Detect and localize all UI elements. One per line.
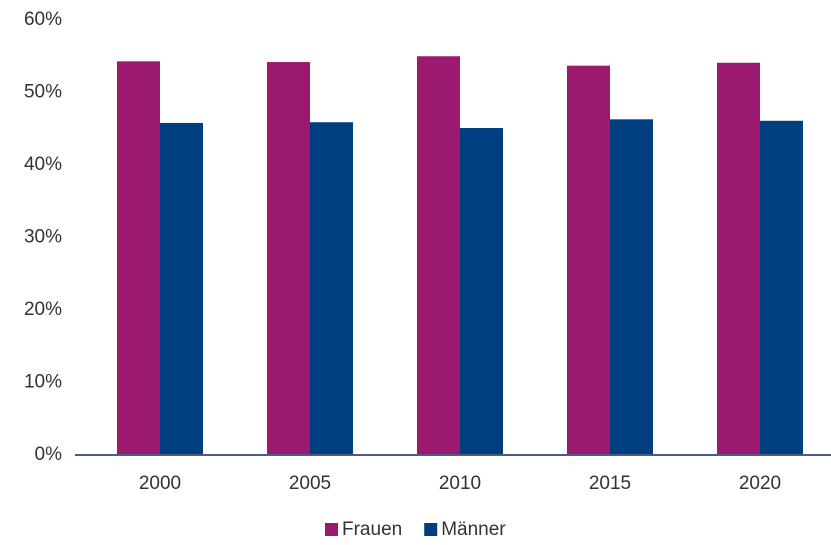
x-tick-label: 2015 (589, 473, 631, 494)
bar (117, 61, 160, 455)
bar (160, 122, 203, 455)
bar (717, 62, 760, 456)
legend-label: Frauen (342, 519, 402, 540)
y-tick-label: 10% (24, 372, 62, 393)
y-tick-label: 0% (35, 444, 63, 465)
x-tick-label: 2005 (289, 473, 331, 494)
x-tick-label: 2020 (739, 473, 781, 494)
bar (460, 128, 503, 455)
x-tick-label: 2000 (139, 473, 181, 494)
y-tick-label: 40% (24, 154, 62, 175)
y-tick-label: 50% (24, 82, 62, 103)
legend-swatch (424, 523, 438, 536)
bar (567, 65, 610, 456)
bar (760, 120, 803, 456)
y-tick-label: 30% (24, 227, 62, 248)
y-tick-label: 60% (24, 9, 62, 30)
bar (267, 62, 310, 456)
bar (417, 56, 460, 455)
y-tick-label: 20% (24, 299, 62, 320)
x-tick-label: 2010 (439, 473, 481, 494)
legend-swatch (325, 523, 338, 536)
bar (610, 119, 653, 455)
bar (310, 122, 353, 455)
legend-label: Männer (441, 519, 506, 540)
